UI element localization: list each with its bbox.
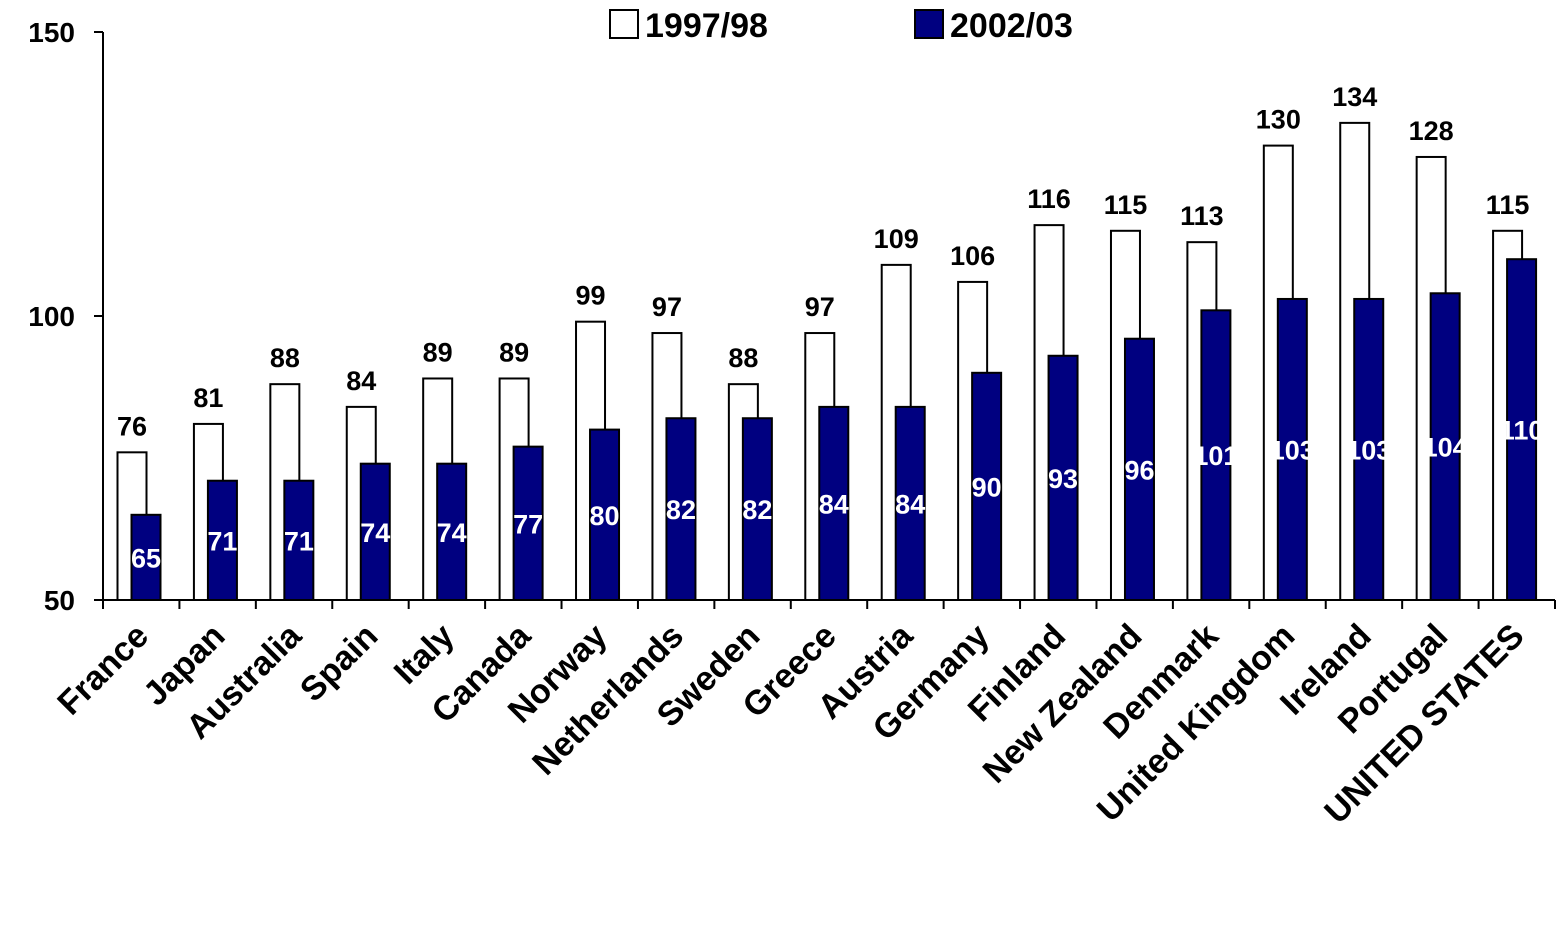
legend: 1997/98 2002/03 [609,7,1073,45]
data-label: 97 [805,292,835,322]
data-label: 115 [1486,190,1530,220]
data-label: 76 [117,411,147,441]
bar-2002-03-new-zealand [1123,337,1155,601]
x-tick-label: Spain [293,617,385,709]
bar-2002-03-portugal [1429,292,1461,601]
bar-2002-03-austria [894,405,926,601]
bar-2002-03-france [130,513,162,601]
x-tick-label: France [50,617,156,723]
legend-label: 1997/98 [645,7,768,45]
y-tick-label: 50 [44,585,75,616]
bar-2002-03-denmark [1200,309,1232,601]
legend-swatch-1997-98 [609,9,639,39]
bar-2002-03-sweden [741,417,773,601]
data-label: 115 [1104,190,1148,220]
data-label: 65 [131,543,161,573]
bar-2002-03-ireland [1353,297,1385,601]
data-label: 97 [652,292,682,322]
data-label: 84 [895,489,925,519]
data-label: 74 [437,518,467,548]
data-label: 96 [1124,455,1154,485]
data-label: 71 [207,526,237,556]
data-label: 101 [1193,441,1238,471]
bar-2002-03-netherlands [665,417,697,601]
data-label: 88 [270,343,300,373]
data-label: 110 [1500,416,1544,446]
data-label: 113 [1180,201,1224,231]
bar-2002-03-united-kingdom [1276,297,1308,601]
data-label: 84 [346,366,376,396]
data-label: 103 [1346,435,1391,465]
data-label: 88 [728,343,758,373]
data-label: 104 [1423,433,1468,463]
legend-swatch-2002-03 [914,9,944,39]
bar-2002-03-finland [1047,354,1079,602]
data-label: 99 [576,281,606,311]
bar-2002-03-japan [206,479,238,601]
data-label: 93 [1048,464,1078,494]
data-label: 82 [742,495,772,525]
data-label: 134 [1332,82,1377,112]
data-label: 80 [590,501,620,531]
y-tick-label: 100 [28,301,75,332]
value-labels: 76 81 88 84 89 89 99 97 88 97 109 106 116 115 113 130 13… [117,82,1543,574]
data-label: 106 [950,241,995,271]
data-label: 116 [1027,184,1071,214]
data-label: 81 [193,383,223,413]
data-label: 89 [499,337,529,367]
data-label: 84 [819,489,849,519]
data-label: 90 [972,472,1002,502]
bar-2002-03-spain [359,462,391,601]
data-label: 77 [513,509,543,539]
bar-2002-03-germany [971,371,1003,601]
data-label: 130 [1256,105,1301,135]
data-label: 71 [284,526,314,556]
bar-2002-03-greece [818,405,850,601]
bar-2002-03-united-states [1506,258,1538,601]
legend-label: 2002/03 [950,7,1073,45]
bars [116,121,1538,602]
bar-2002-03-australia [283,479,315,601]
data-label: 89 [423,337,453,367]
bar-2002-03-norway [589,428,621,601]
data-label: 82 [666,495,696,525]
y-tick-label: 150 [28,17,75,48]
data-label: 109 [874,224,919,254]
data-label: 74 [360,518,390,548]
bar-2002-03-italy [436,462,468,601]
bar-2002-03-canada [512,445,544,602]
data-label: 128 [1409,116,1454,146]
data-label: 103 [1270,435,1315,465]
axes: 50 100 150 [28,17,1556,616]
